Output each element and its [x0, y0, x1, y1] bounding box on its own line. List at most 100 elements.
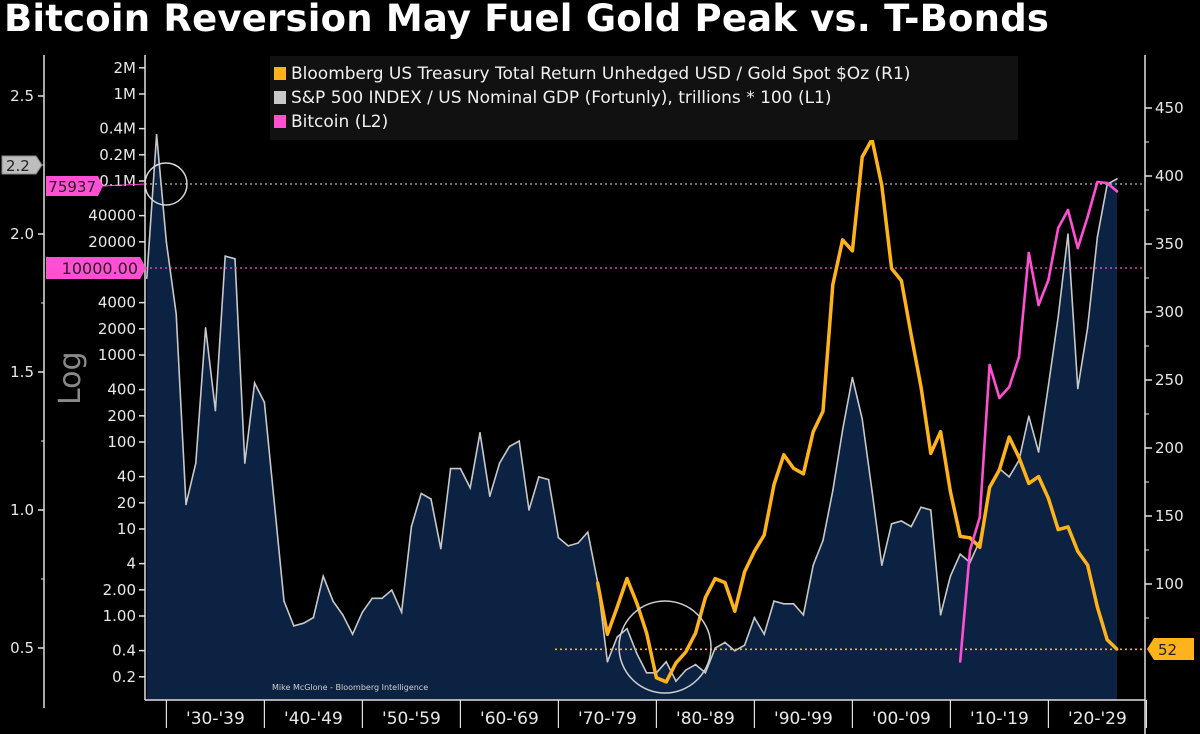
treasury-gold-point-2008	[948, 490, 952, 494]
l2-tick-label: 1000	[98, 346, 136, 364]
legend-swatch-2	[274, 115, 286, 128]
treasury-gold-point-2001	[880, 184, 884, 188]
treasury-gold-point-2025	[1115, 647, 1119, 651]
sp500-gdp-point-1976	[636, 652, 638, 655]
l2-tick-label: 0.4M	[99, 120, 136, 138]
bitcoin-point-2012	[988, 363, 991, 367]
sp500-gdp-point-1958	[459, 467, 462, 470]
chart-title: Bitcoin Reversion May Fuel Gold Peak vs.…	[4, 0, 1050, 40]
x-tick-label: '20-'29	[1068, 709, 1127, 729]
sp500-gdp-point-1963	[508, 445, 511, 448]
treasury-gold-point-1980	[674, 661, 678, 665]
treasury-gold-point-2018	[1046, 496, 1050, 500]
l1-tick-label: 1.5	[10, 363, 34, 381]
bitcoin-current-value-leader	[102, 183, 146, 187]
treasury-gold-point-1979	[664, 680, 668, 684]
l2-tick-label: 20	[117, 494, 136, 512]
treasury-gold-point-2016	[1027, 481, 1031, 485]
sp500-gdp-point-2005	[920, 506, 922, 509]
treasury-gold-point-1985	[723, 581, 727, 585]
bitcoin-point-2019	[1056, 226, 1060, 230]
l2-tick-label: 100	[107, 433, 136, 451]
r1-current-value-marker	[1147, 638, 1194, 660]
treasury-gold-point-1987	[743, 570, 747, 574]
treasury-gold-point-2020	[1066, 525, 1070, 529]
treasury-gold-point-1997	[841, 238, 845, 242]
sp500-gdp-point-2006	[930, 509, 932, 511]
treasury-gold-point-2005	[919, 385, 923, 389]
x-tick-label: '60-'69	[480, 709, 539, 729]
sp500-gdp-point-1950	[381, 597, 383, 600]
sp500-gdp-point-1991	[783, 603, 785, 605]
log-scale-label: Log	[53, 351, 88, 405]
l1-current-value-label: 2.2	[6, 157, 30, 175]
l2-tick-label: 2M	[114, 59, 137, 77]
sp500-gdp-point-2014	[1008, 476, 1010, 478]
x-tick-label: '80-'89	[676, 709, 735, 729]
legend-label: S&P 500 INDEX / US Nominal GDP (Fortunly…	[291, 88, 832, 108]
legend	[270, 56, 1018, 140]
sp500-gdp-point-1983	[704, 672, 707, 674]
bitcoin-point-2022	[1086, 215, 1089, 219]
r1-tick-label: 150	[1155, 507, 1184, 525]
treasury-gold-point-1998	[850, 249, 854, 253]
bitcoin-current-value-label: 75937	[48, 178, 96, 196]
l2-tick-label: 1M	[114, 85, 137, 103]
l1-tick-label: 2.5	[10, 87, 34, 105]
l2-tick-label: 2000	[98, 320, 136, 338]
treasury-gold-point-2014	[1007, 435, 1011, 439]
r1-tick-label: 250	[1155, 371, 1184, 389]
sp500-gdp-point-2007	[939, 614, 942, 616]
treasury-gold-point-1977	[645, 631, 649, 635]
bitcoin-point-2017	[1037, 303, 1040, 307]
legend-swatch-0	[274, 67, 286, 80]
sp500-gdp-point-2004	[910, 525, 912, 528]
sp500-gdp-point-1964	[518, 440, 520, 442]
sp500-gdp-point-1959	[469, 487, 472, 489]
legend-label: Bloomberg US Treasury Total Return Unhed…	[291, 64, 910, 84]
sp500-gdp-point-1984	[714, 647, 716, 649]
sp500-gdp-point-1929	[175, 313, 177, 315]
sp500-gdp-point-1936	[244, 462, 246, 464]
bitcoin-point-2021	[1076, 246, 1080, 250]
sp500-gdp-point-2018	[1047, 385, 1050, 387]
treasury-gold-point-2004	[909, 333, 913, 337]
treasury-gold-point-1983	[703, 596, 707, 600]
treasury-gold-point-1973	[605, 632, 609, 636]
sp500-gdp-point-2016	[1028, 415, 1030, 417]
bitcoin-point-2024	[1105, 181, 1109, 185]
treasury-gold-point-1992	[792, 466, 796, 470]
bitcoin-point-2025	[1115, 190, 1119, 193]
bitcoin-10000-marker	[46, 257, 146, 279]
bitcoin-point-2018	[1047, 278, 1050, 282]
treasury-gold-point-1974	[615, 605, 619, 609]
sp500-gdp-point-2019	[1057, 316, 1059, 318]
sp500-gdp-point-1931	[195, 462, 197, 464]
sp500-gdp-point-1946	[342, 614, 344, 616]
sp500-gdp-point-2001	[881, 564, 883, 566]
sp500-gdp-area	[146, 134, 1118, 701]
sp500-gdp-point-1962	[498, 462, 501, 464]
r1-tick-label: 450	[1155, 99, 1184, 117]
sp500-gdp-point-1975	[626, 627, 628, 630]
sp500-gdp-point-1971	[587, 531, 589, 533]
sp500-gdp-point-2021	[1077, 387, 1079, 390]
treasury-gold-point-1994	[811, 430, 815, 434]
sp500-gdp-point-1945	[332, 600, 334, 602]
sp500-gdp-point-1992	[792, 603, 795, 605]
sp500-gdp-point-1982	[694, 663, 697, 666]
bitcoin-10000-label: 10000.00	[62, 259, 138, 278]
l2-tick-label: 1.00	[103, 607, 136, 625]
sp500-gdp-point-1935	[234, 258, 236, 260]
sp500-gdp-point-1989	[763, 633, 765, 635]
r1-tick-label: 200	[1155, 439, 1184, 457]
sp500-gdp-point-2023	[1096, 235, 1099, 238]
sp500-gdp-point-1968	[557, 536, 560, 539]
x-tick-label: '90-'99	[774, 709, 833, 729]
r1-tick-label: 350	[1155, 235, 1184, 253]
sp500-gdp-point-1927	[155, 133, 158, 136]
sp500-gdp-point-1938	[263, 401, 266, 404]
annotation-circle-1980-trough	[618, 600, 712, 694]
sp500-gdp-point-1948	[361, 611, 364, 613]
sp500-gdp-point-1941	[293, 625, 295, 627]
